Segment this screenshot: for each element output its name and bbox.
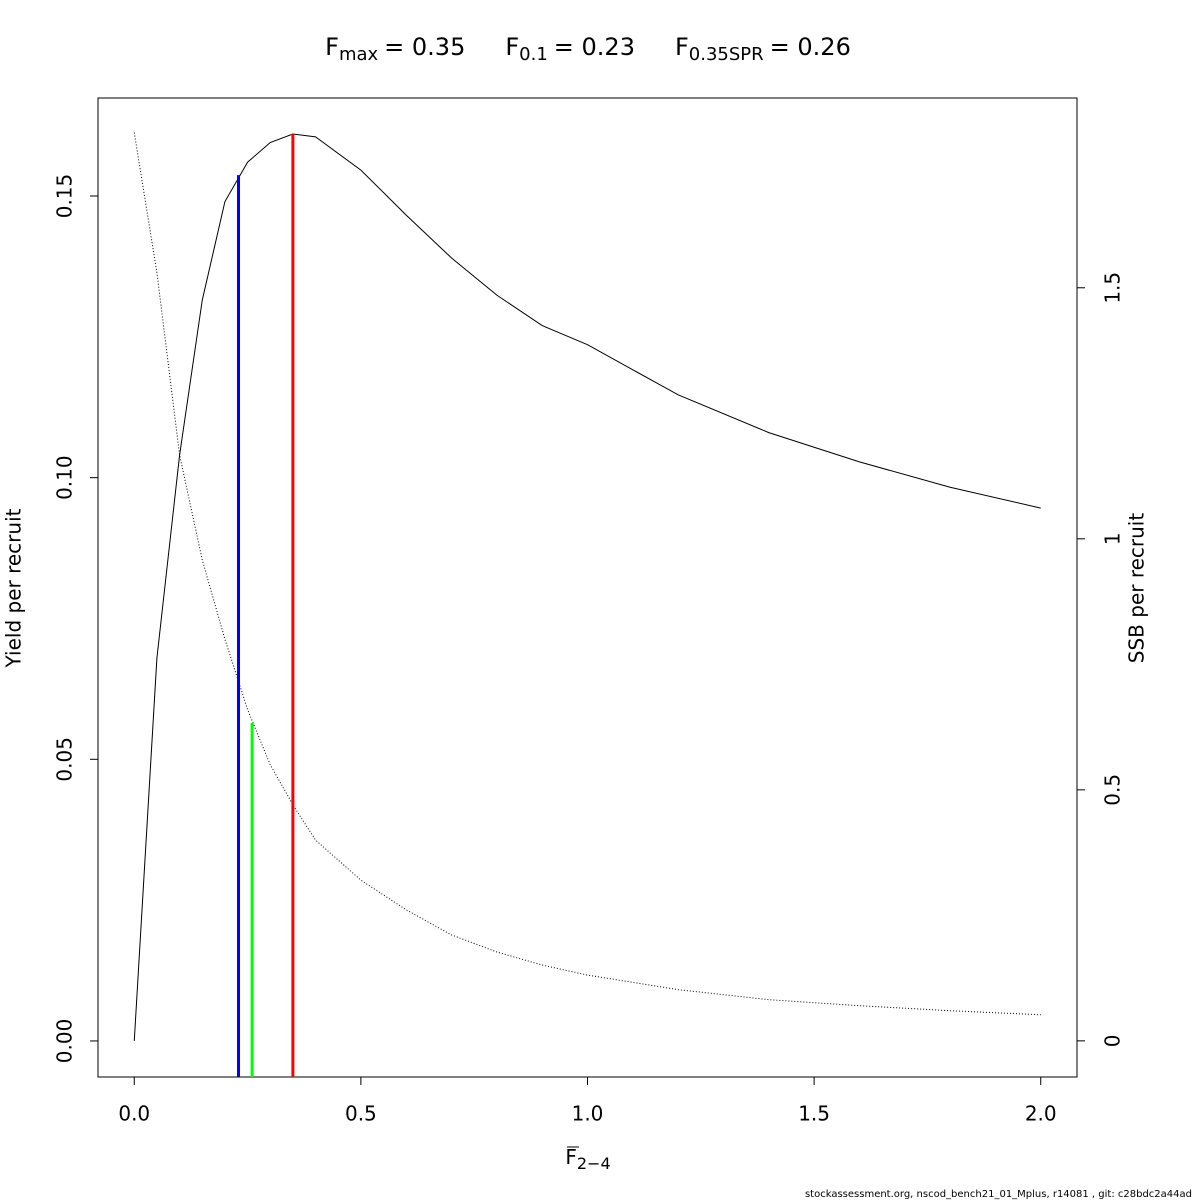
x-tick-label: 0.0 [118, 1102, 150, 1126]
x-tick-label: 2.0 [1025, 1102, 1057, 1126]
title-symbol: F [505, 33, 519, 61]
plot-frame [97, 97, 1078, 1078]
y2-tick-label: 1.5 [1101, 272, 1125, 304]
title-value: = 0.23 [554, 33, 635, 61]
title-value: = 0.26 [770, 33, 851, 61]
title-value: = 0.35 [384, 33, 465, 61]
x-axis-label: F2−4 [565, 1145, 610, 1173]
title-subscript: max [339, 44, 379, 65]
x-label-symbol: F [565, 1145, 577, 1169]
chart-title: Fmax = 0.35 F0.1 = 0.23 F0.35SPR = 0.26 [325, 33, 851, 65]
title-subscript: 0.1 [519, 44, 548, 65]
y2-tick-label: 1 [1101, 532, 1125, 545]
y-tick-label: 0.05 [53, 737, 77, 782]
x-tick-label: 0.5 [345, 1102, 377, 1126]
title-symbol: F [325, 33, 339, 61]
title-symbol: F [675, 33, 689, 61]
y-tick-label: 0.10 [53, 455, 77, 500]
y-tick-label: 0.00 [53, 1019, 77, 1064]
y-tick-label: 0.15 [53, 174, 77, 219]
y2-tick-label: 0 [1101, 1034, 1125, 1047]
series-line [133, 132, 1041, 1016]
series-line [133, 133, 1041, 1041]
y2-axis-label: SSB per recruit [1125, 513, 1149, 664]
y2-tick-label: 0.5 [1101, 774, 1125, 806]
y-axis-label: Yield per recruit [2, 508, 26, 668]
title-subscript: 0.35SPR [689, 44, 764, 65]
x-label-subscript: 2−4 [577, 1154, 611, 1173]
x-tick-label: 1.5 [798, 1102, 830, 1126]
footer: stockassessment.org, nscod_bench21_01_Mp… [805, 1189, 1192, 1200]
x-tick-label: 1.0 [572, 1102, 604, 1126]
